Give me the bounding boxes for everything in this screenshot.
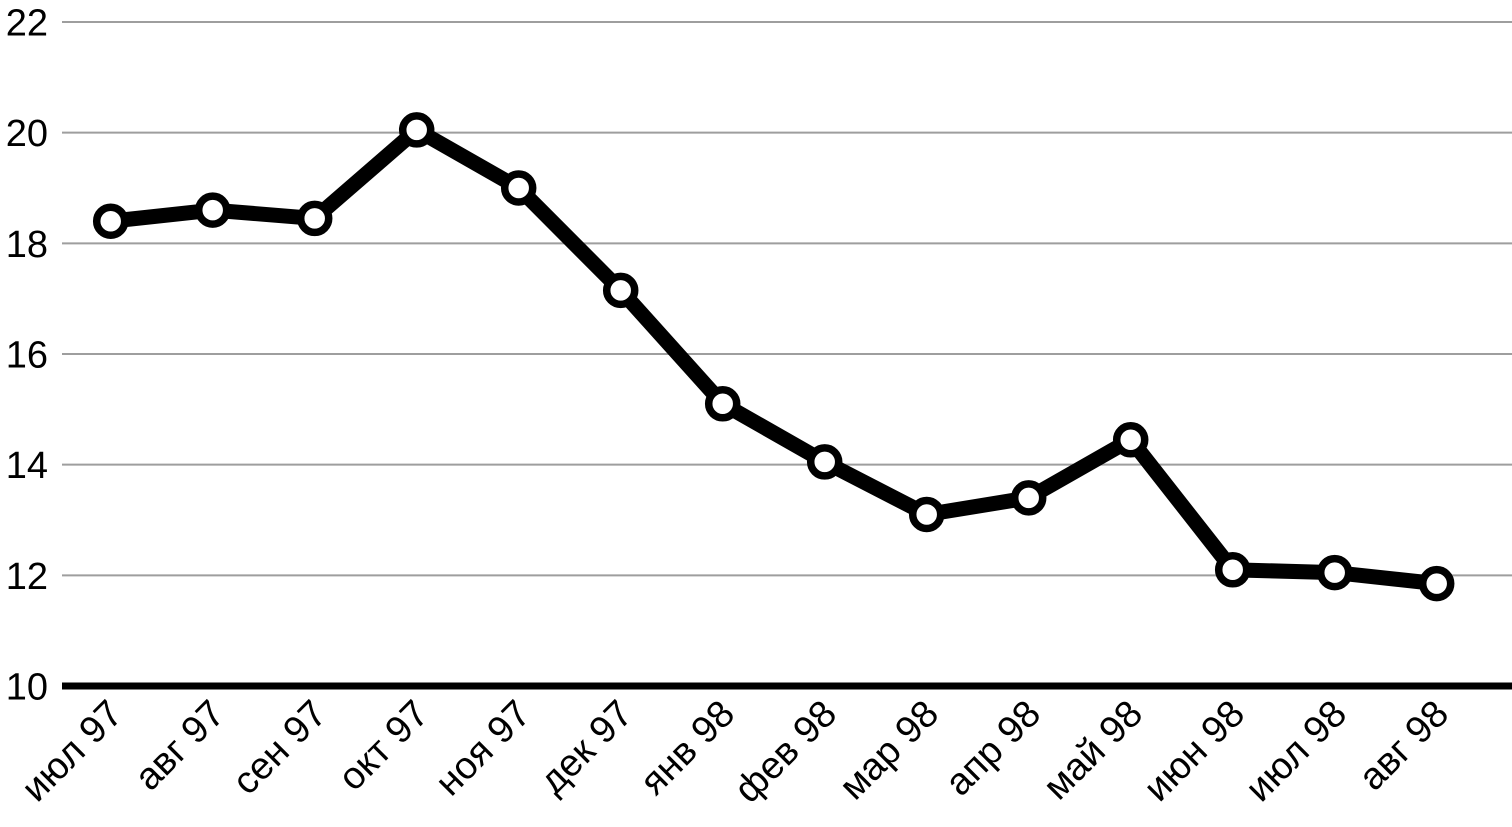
data-point-marker: [1316, 554, 1353, 591]
y-tick-label: 18: [6, 224, 48, 266]
x-tick-label: апр 98: [938, 693, 1049, 804]
x-tick-label: июн 98: [1136, 693, 1253, 810]
y-tick-label: 22: [6, 3, 48, 45]
data-point-marker: [1112, 422, 1149, 458]
data-point-marker: [194, 192, 231, 228]
data-point-marker: [500, 170, 537, 206]
gridlines-group: [62, 21, 1512, 690]
data-point-marker: [92, 203, 129, 239]
x-tick-label: ноя 97: [428, 693, 539, 804]
data-point-marker: [398, 112, 435, 148]
y-tick-label: 10: [6, 667, 48, 709]
x-tick-label: дек 97: [532, 693, 641, 802]
y-tick-label: 20: [6, 113, 48, 155]
y-tick-labels-group: 10 12 14 16 18 20 22: [6, 3, 48, 709]
x-tick-label: янв 98: [632, 693, 743, 804]
x-tick-label: сен 97: [225, 693, 335, 803]
data-point-marker: [1418, 565, 1455, 602]
data-point-marker: [296, 200, 333, 237]
y-tick-label: 14: [6, 445, 48, 487]
data-point-marker: [908, 496, 945, 533]
y-tick-label: 12: [6, 556, 48, 598]
y-tick-label: 16: [6, 335, 48, 377]
x-tick-label: май 98: [1036, 693, 1151, 808]
data-point-marker: [602, 272, 639, 309]
data-series-group: [92, 112, 1455, 602]
data-point-marker: [806, 444, 843, 480]
data-series-line: [109, 120, 1438, 592]
x-tick-label: авг 98: [1351, 693, 1457, 799]
x-tick-label: июл 98: [1238, 693, 1355, 810]
data-point-marker: [704, 386, 741, 422]
data-point-marker: [1214, 552, 1251, 588]
x-tick-label: мар 98: [832, 693, 947, 808]
x-tick-label: июл 97: [14, 693, 131, 810]
x-tick-label: окт 97: [331, 693, 437, 799]
x-tick-label: фев 98: [727, 693, 845, 811]
x-tick-label: авг 97: [127, 693, 233, 799]
data-point-marker: [1010, 480, 1047, 516]
